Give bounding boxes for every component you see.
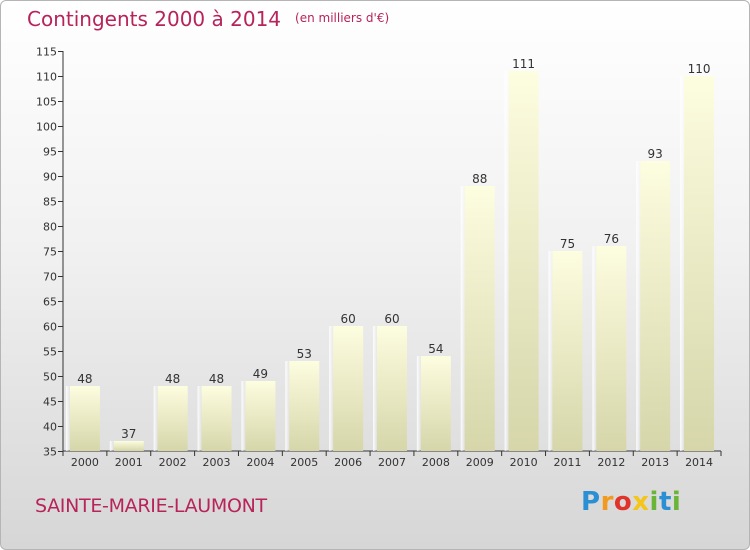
- bar-highlight: [460, 186, 465, 451]
- y-tick-label: 95: [43, 146, 57, 159]
- y-tick-label: 45: [43, 396, 57, 409]
- bar-value-label: 76: [604, 232, 619, 246]
- bar: [464, 186, 495, 451]
- bar: [289, 361, 320, 451]
- bar: [508, 71, 539, 451]
- x-tick-label: 2011: [553, 456, 581, 469]
- bar: [113, 441, 144, 451]
- bars: 48 37 48 48 49 53 60 60 54 88 111 75 76 93 110: [65, 57, 715, 451]
- bar-highlight: [504, 71, 509, 451]
- y-tick-label: 90: [43, 171, 57, 184]
- bar-highlight: [197, 386, 202, 451]
- y-tick-label: 60: [43, 321, 57, 334]
- logo-letter: o: [613, 487, 633, 517]
- bar-value-label: 53: [297, 347, 312, 361]
- bar-highlight: [680, 76, 685, 451]
- x-tick-label: 2010: [510, 456, 538, 469]
- logo-letter: i: [671, 487, 682, 517]
- x-tick-label: 2007: [378, 456, 406, 469]
- bar-highlight: [109, 441, 114, 451]
- bar: [69, 386, 100, 451]
- bar: [640, 161, 671, 451]
- bar-value-label: 75: [560, 237, 575, 251]
- bar-value-label: 60: [384, 312, 399, 326]
- x-tick-label: 2000: [71, 456, 99, 469]
- bar-value-label: 49: [253, 367, 268, 381]
- bar-value-label: 37: [121, 427, 136, 441]
- y-tick-label: 55: [43, 346, 57, 359]
- y-tick-label: 65: [43, 296, 57, 309]
- x-tick-label: 2004: [246, 456, 274, 469]
- bar-highlight: [153, 386, 158, 451]
- logo-letter: P: [581, 487, 601, 517]
- bar-highlight: [373, 326, 377, 451]
- bar-highlight: [592, 246, 597, 451]
- y-tick-label: 115: [36, 46, 57, 59]
- bar-highlight: [329, 326, 334, 451]
- bar-value-label: 93: [648, 147, 663, 161]
- bar-highlight: [241, 381, 246, 451]
- y-tick-label: 105: [36, 96, 57, 109]
- y-tick-label: 80: [43, 221, 57, 234]
- y-tick-label: 70: [43, 271, 57, 284]
- bar-value-label: 48: [165, 372, 180, 386]
- bar: [420, 356, 451, 451]
- bar-highlight: [285, 361, 290, 451]
- bar-value-label: 110: [688, 62, 711, 76]
- bar: [552, 251, 583, 451]
- logo-letter: r: [600, 487, 614, 517]
- bar-value-label: 54: [428, 342, 443, 356]
- proxiti-logo: Proxiti: [581, 487, 681, 517]
- logo-letter: i: [649, 487, 659, 517]
- bar: [596, 246, 627, 451]
- x-tick-label: 2008: [422, 456, 450, 469]
- bar-highlight: [636, 161, 641, 451]
- bar-value-label: 88: [472, 172, 487, 186]
- x-tick-label: 2005: [290, 456, 318, 469]
- y-tick-label: 100: [36, 121, 57, 134]
- chart-title: Contingents 2000 à 2014 (en milliers d'€): [27, 7, 389, 31]
- logo-letter: t: [658, 487, 672, 517]
- commune-name: SAINTE-MARIE-LAUMONT: [35, 495, 267, 517]
- y-tick-label: 50: [43, 371, 57, 384]
- y-tick-label: 110: [36, 71, 57, 84]
- x-tick-label: 2012: [597, 456, 625, 469]
- bar-value-label: 111: [512, 57, 535, 71]
- x-tick-label: 2003: [203, 456, 231, 469]
- bar-value-label: 48: [209, 372, 224, 386]
- y-tick-label: 40: [43, 421, 57, 434]
- x-tick-label: 2013: [641, 456, 669, 469]
- bar: [245, 381, 276, 451]
- x-tick-label: 2001: [115, 456, 143, 469]
- bar: [377, 326, 407, 451]
- bar: [157, 386, 188, 451]
- logo-letter: x: [632, 487, 650, 517]
- x-tick-label: 2009: [466, 456, 494, 469]
- chart-unit: (en milliers d'€): [295, 11, 390, 25]
- y-tick-label: 85: [43, 196, 57, 209]
- bar: [684, 76, 715, 451]
- bar: [201, 386, 232, 451]
- bar-value-label: 48: [77, 372, 92, 386]
- chart-title-text: Contingents 2000 à 2014: [27, 7, 282, 31]
- bar-highlight: [548, 251, 553, 451]
- bar-highlight: [416, 356, 421, 451]
- bar: [333, 326, 364, 451]
- bar-value-label: 60: [340, 312, 355, 326]
- x-tick-label: 2006: [334, 456, 362, 469]
- x-tick-label: 2014: [685, 456, 713, 469]
- bar-highlight: [65, 386, 70, 451]
- x-tick-label: 2002: [159, 456, 187, 469]
- y-tick-label: 35: [43, 446, 57, 459]
- axes: 35 40 45 50 55 60 65 70 75 80 85 90 95 100 105 110 115 20…: [36, 46, 722, 469]
- y-tick-label: 75: [43, 246, 57, 259]
